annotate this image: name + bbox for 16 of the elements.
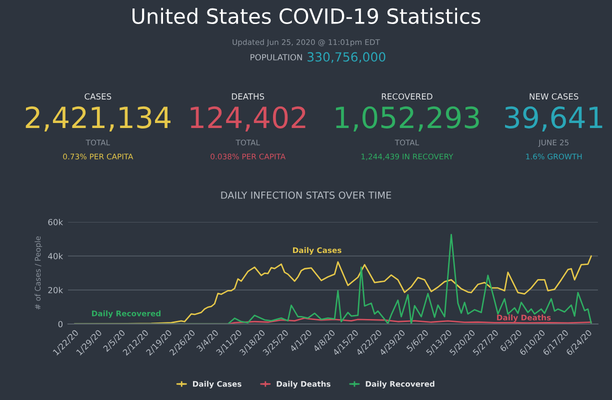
- text: United States COVID-19 Statistics: [132, 8, 480, 24]
- y-tick-label: 0: [58, 320, 63, 328]
- text: 124,402: [190, 106, 306, 132]
- y-tick-label: 40k: [48, 252, 64, 260]
- text: RECOVERED: [382, 93, 432, 100]
- text: 1,052,293: [336, 106, 479, 132]
- y-tick-label: 20k: [48, 286, 64, 294]
- y-tick-label: 60k: [48, 218, 64, 226]
- text: 39,641: [505, 106, 602, 132]
- text: 2,421,134: [26, 106, 171, 132]
- text: NEW CASES: [530, 93, 578, 100]
- text: 330,756,000: [308, 52, 386, 63]
- chart-title: DAILY INFECTION STATS OVER TIME: [221, 191, 392, 199]
- text: DEATHS: [232, 93, 264, 100]
- text: POPULATION: [250, 54, 302, 60]
- text: CASES: [84, 93, 112, 100]
